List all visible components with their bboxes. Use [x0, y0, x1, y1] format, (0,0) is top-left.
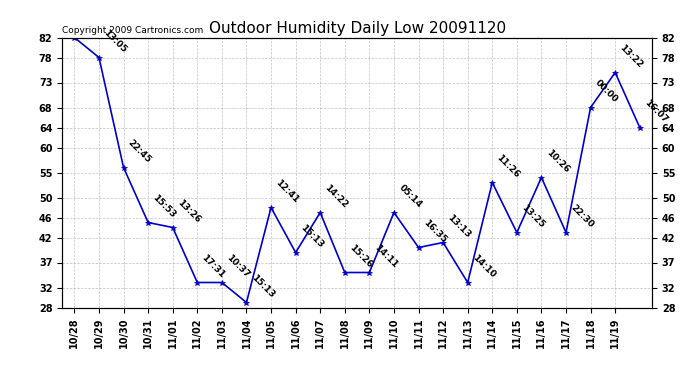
Text: 22:30: 22:30 [569, 203, 595, 230]
Text: 05:14: 05:14 [397, 183, 424, 210]
Text: 15:53: 15:53 [151, 193, 177, 220]
Text: 14:22: 14:22 [323, 183, 350, 210]
Text: 10:26: 10:26 [544, 148, 571, 175]
Text: 12:41: 12:41 [274, 178, 301, 205]
Text: Copyright 2009 Cartronics.com: Copyright 2009 Cartronics.com [62, 26, 204, 35]
Text: 15:26: 15:26 [348, 243, 374, 270]
Text: 14:11: 14:11 [372, 243, 399, 270]
Text: 13:22: 13:22 [618, 43, 644, 70]
Text: 13:13: 13:13 [446, 213, 473, 240]
Text: 13:25: 13:25 [520, 203, 546, 230]
Text: 16:07: 16:07 [642, 98, 669, 125]
Text: 15:13: 15:13 [298, 223, 325, 250]
Text: 22:45: 22:45 [126, 138, 153, 165]
Text: 10:37: 10:37 [225, 253, 251, 280]
Text: 14:10: 14:10 [471, 253, 497, 280]
Text: 16:35: 16:35 [422, 218, 448, 245]
Text: 17:31: 17:31 [200, 253, 227, 280]
Text: 11:26: 11:26 [495, 153, 522, 180]
Text: 15:13: 15:13 [249, 273, 276, 300]
Text: 13:26: 13:26 [175, 198, 202, 225]
Text: 00:00: 00:00 [593, 78, 620, 105]
Title: Outdoor Humidity Daily Low 20091120: Outdoor Humidity Daily Low 20091120 [208, 21, 506, 36]
Text: 13:05: 13:05 [101, 28, 128, 55]
